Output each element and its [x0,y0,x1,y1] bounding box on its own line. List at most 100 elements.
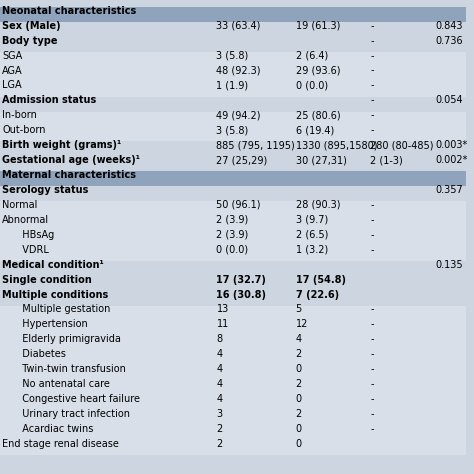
Text: -: - [370,65,374,75]
Text: 48 (92.3): 48 (92.3) [217,65,261,75]
Text: 4: 4 [217,394,223,404]
Text: Elderly primigravida: Elderly primigravida [16,334,121,344]
Text: -: - [370,51,374,61]
Text: 3 (5.8): 3 (5.8) [217,51,249,61]
Text: Body type: Body type [2,36,58,46]
Text: 5: 5 [296,304,302,314]
FancyBboxPatch shape [0,22,465,37]
Text: -: - [370,230,374,240]
Text: Acardiac twins: Acardiac twins [16,424,94,434]
Text: 0.003*: 0.003* [435,140,467,150]
Text: 8: 8 [217,334,223,344]
Text: Urinary tract infection: Urinary tract infection [16,409,130,419]
Text: -: - [370,379,374,389]
Text: -: - [370,304,374,314]
FancyBboxPatch shape [0,82,465,97]
FancyBboxPatch shape [0,141,465,156]
Text: 0 (0.0): 0 (0.0) [296,81,328,91]
Text: 49 (94.2): 49 (94.2) [217,110,261,120]
Text: End stage renal disease: End stage renal disease [2,439,119,449]
FancyBboxPatch shape [0,261,465,276]
FancyBboxPatch shape [0,112,465,127]
Text: Congestive heart failure: Congestive heart failure [16,394,140,404]
Text: 2: 2 [217,424,223,434]
Text: 3: 3 [217,409,223,419]
Text: Serology status: Serology status [2,185,89,195]
Text: 0: 0 [296,439,302,449]
FancyBboxPatch shape [0,395,465,410]
Text: 280 (80-485): 280 (80-485) [370,140,434,150]
Text: Admission status: Admission status [2,95,97,105]
Text: Multiple gestation: Multiple gestation [16,304,110,314]
Text: 1330 (895,1580): 1330 (895,1580) [296,140,377,150]
Text: 0: 0 [296,424,302,434]
Text: 1 (3.2): 1 (3.2) [296,245,328,255]
Text: Normal: Normal [2,200,38,210]
Text: 0.736: 0.736 [435,36,463,46]
FancyBboxPatch shape [0,186,465,201]
Text: 1 (1.9): 1 (1.9) [217,81,248,91]
Text: 3 (9.7): 3 (9.7) [296,215,328,225]
Text: AGA: AGA [2,65,23,75]
Text: 27 (25,29): 27 (25,29) [217,155,268,165]
Text: 2 (6.4): 2 (6.4) [296,51,328,61]
FancyBboxPatch shape [0,306,465,321]
Text: -: - [370,95,374,105]
Text: 13: 13 [217,304,229,314]
Text: -: - [370,81,374,91]
FancyBboxPatch shape [0,351,465,365]
Text: Maternal characteristics: Maternal characteristics [2,170,137,180]
Text: 33 (63.4): 33 (63.4) [217,21,261,31]
FancyBboxPatch shape [0,380,465,395]
Text: 4: 4 [296,334,302,344]
Text: No antenatal care: No antenatal care [16,379,110,389]
Text: 2 (3.9): 2 (3.9) [217,215,249,225]
Text: -: - [370,319,374,329]
Text: Diabetes: Diabetes [16,349,66,359]
FancyBboxPatch shape [0,321,465,336]
FancyBboxPatch shape [0,440,465,455]
Text: 12: 12 [296,319,308,329]
FancyBboxPatch shape [0,425,465,440]
Text: -: - [370,110,374,120]
FancyBboxPatch shape [0,276,465,291]
Text: -: - [370,200,374,210]
FancyBboxPatch shape [0,410,465,425]
Text: 17 (54.8): 17 (54.8) [296,274,346,284]
Text: 0.357: 0.357 [435,185,463,195]
Text: 2: 2 [296,349,302,359]
Text: 2: 2 [296,379,302,389]
Text: Neonatal characteristics: Neonatal characteristics [2,6,137,16]
Text: 4: 4 [217,379,223,389]
Text: -: - [370,21,374,31]
FancyBboxPatch shape [0,201,465,216]
Text: Medical condition¹: Medical condition¹ [2,260,104,270]
Text: Twin-twin transfusion: Twin-twin transfusion [16,364,126,374]
Text: -: - [370,349,374,359]
Text: Hypertension: Hypertension [16,319,88,329]
Text: Birth weight (grams)¹: Birth weight (grams)¹ [2,140,121,150]
Text: -: - [370,364,374,374]
Text: 16 (30.8): 16 (30.8) [217,290,266,300]
Text: -: - [370,215,374,225]
Text: 17 (32.7): 17 (32.7) [217,274,266,284]
Text: 2 (3.9): 2 (3.9) [217,230,249,240]
Text: 4: 4 [217,349,223,359]
FancyBboxPatch shape [0,52,465,67]
Text: 885 (795, 1195): 885 (795, 1195) [217,140,295,150]
FancyBboxPatch shape [0,231,465,246]
FancyBboxPatch shape [0,97,465,111]
FancyBboxPatch shape [0,291,465,306]
Text: -: - [370,245,374,255]
Text: 0: 0 [296,364,302,374]
Text: In-born: In-born [2,110,37,120]
Text: LGA: LGA [2,81,22,91]
FancyBboxPatch shape [0,7,465,22]
Text: Out-born: Out-born [2,125,46,135]
Text: 0: 0 [296,394,302,404]
FancyBboxPatch shape [0,37,465,52]
Text: 0.135: 0.135 [435,260,463,270]
Text: 2: 2 [296,409,302,419]
Text: 0.002*: 0.002* [435,155,468,165]
FancyBboxPatch shape [0,156,465,172]
